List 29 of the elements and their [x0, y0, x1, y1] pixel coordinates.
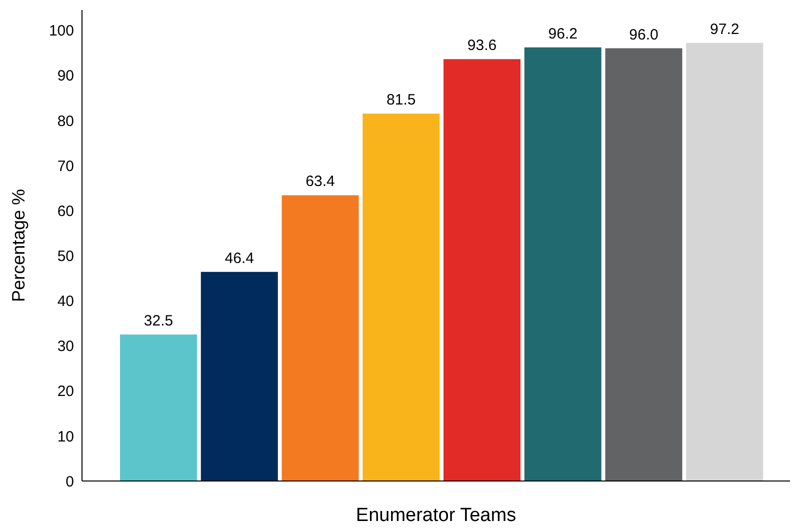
y-tick-label: 20	[57, 383, 74, 400]
data-label: 96.0	[629, 26, 658, 44]
y-tick-label: 70	[57, 158, 74, 175]
y-tick-label: 80	[57, 112, 74, 130]
data-label: 97.2	[710, 20, 740, 38]
bar	[282, 195, 359, 481]
bar	[200, 272, 278, 481]
data-label: 81.5	[386, 92, 416, 109]
x-axis-title: Enumerator Teams	[356, 505, 516, 526]
data-label: 96.2	[548, 25, 578, 42]
bar	[362, 114, 440, 481]
data-label: 32.5	[144, 312, 174, 330]
bar	[686, 42, 764, 481]
y-tick-label: 50	[57, 248, 74, 265]
y-tick-label: 40	[57, 293, 74, 310]
bar	[120, 334, 197, 481]
bar	[605, 48, 682, 481]
y-tick-label: 10	[57, 428, 74, 446]
y-tick-label: 60	[57, 202, 74, 220]
y-tick-label: 30	[57, 338, 74, 356]
y-tick-label: 0	[66, 473, 74, 490]
bar	[444, 59, 520, 481]
y-axis-title: Percentage %	[8, 188, 28, 302]
y-tick-label: 90	[57, 68, 74, 85]
data-label: 46.4	[224, 250, 254, 267]
data-label: 93.6	[467, 37, 497, 54]
bar	[524, 47, 602, 481]
data-label: 63.4	[306, 173, 335, 190]
y-tick-label: 100	[48, 22, 74, 40]
